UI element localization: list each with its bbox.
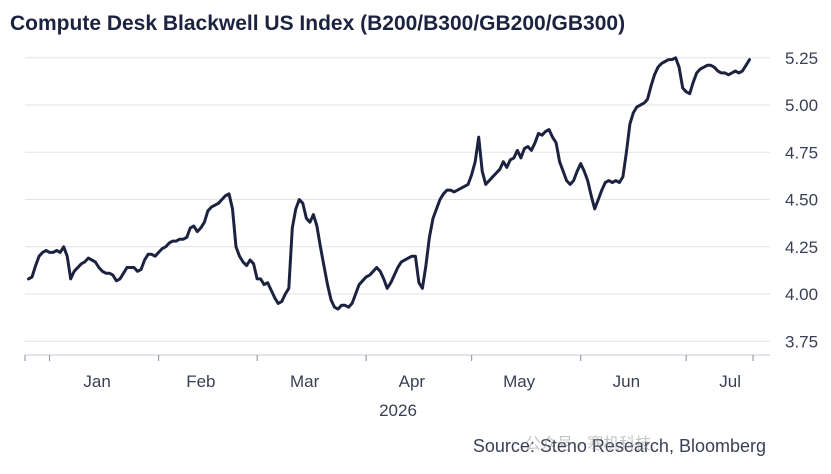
- y-tick-label: 4.75: [785, 143, 818, 162]
- y-tick-label: 4.50: [785, 191, 818, 210]
- gridlines: [25, 57, 770, 342]
- chart-title: Compute Desk Blackwell US Index (B200/B3…: [10, 12, 626, 35]
- y-tick-label: 4.00: [785, 285, 818, 304]
- x-tick-label: Mar: [290, 372, 320, 391]
- y-tick-label: 4.25: [785, 238, 818, 257]
- source-note: Source: Steno Research, Bloomberg: [472, 436, 766, 456]
- x-tick-label: Feb: [186, 372, 215, 391]
- series-line: [27, 56, 751, 311]
- y-tick-label: 5.25: [785, 49, 818, 68]
- x-tick-label: Jul: [719, 372, 741, 391]
- y-tick-label: 3.75: [785, 332, 818, 351]
- watermark: 公众号 · 寒机科技: [525, 436, 652, 453]
- x-tick-label: Apr: [399, 372, 426, 391]
- x-tick-label: May: [503, 372, 536, 391]
- x-axis: Jan Feb Mar Apr May Jun Jul: [24, 355, 754, 391]
- x-tick-label: Jun: [613, 372, 640, 391]
- x-tick-label: Jan: [83, 372, 110, 391]
- y-axis: 3.75 4.00 4.25 4.50 4.75 5.00 5.25: [785, 49, 818, 352]
- x-axis-year-label: 2026: [379, 401, 417, 420]
- y-tick-label: 5.00: [785, 96, 818, 115]
